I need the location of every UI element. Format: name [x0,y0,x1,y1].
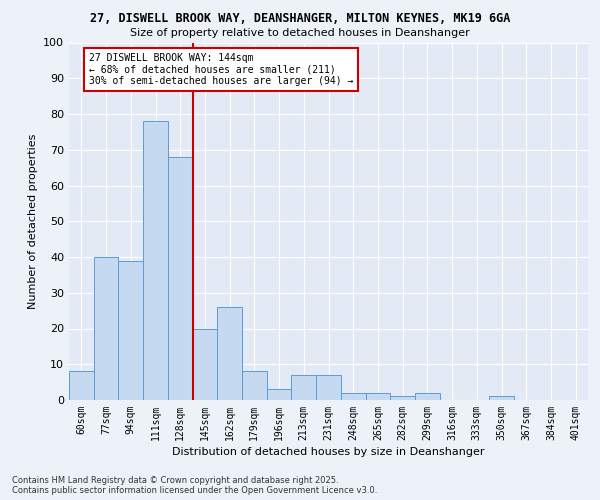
Bar [118,260,143,400]
Bar [242,372,267,400]
Bar [69,372,94,400]
Y-axis label: Number of detached properties: Number of detached properties [28,134,38,309]
X-axis label: Distribution of detached houses by size in Deanshanger: Distribution of detached houses by size … [172,447,485,457]
Text: 27, DISWELL BROOK WAY, DEANSHANGER, MILTON KEYNES, MK19 6GA: 27, DISWELL BROOK WAY, DEANSHANGER, MILT… [90,12,510,26]
Bar [341,393,365,400]
Bar [415,393,440,400]
Bar [489,396,514,400]
Bar [390,396,415,400]
Bar [267,390,292,400]
Text: Size of property relative to detached houses in Deanshanger: Size of property relative to detached ho… [130,28,470,38]
Bar [143,121,168,400]
Bar [316,375,341,400]
Bar [365,393,390,400]
Bar [168,157,193,400]
Bar [217,307,242,400]
Bar [94,257,118,400]
Bar [292,375,316,400]
Bar [193,328,217,400]
Text: 27 DISWELL BROOK WAY: 144sqm
← 68% of detached houses are smaller (211)
30% of s: 27 DISWELL BROOK WAY: 144sqm ← 68% of de… [89,53,353,86]
Text: Contains HM Land Registry data © Crown copyright and database right 2025.
Contai: Contains HM Land Registry data © Crown c… [12,476,377,495]
